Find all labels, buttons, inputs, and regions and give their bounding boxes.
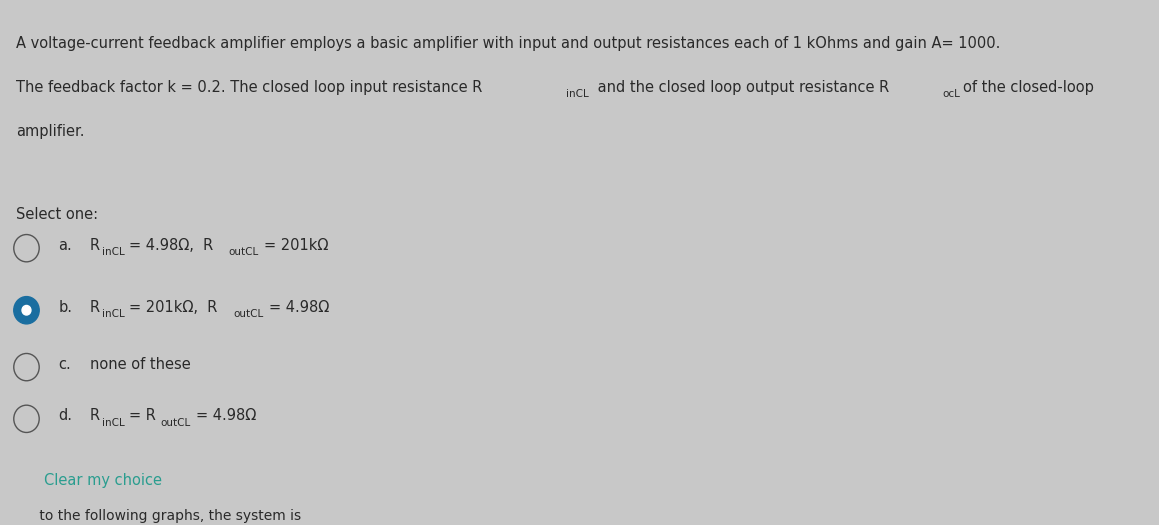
Text: A voltage-current feedback amplifier employs a basic amplifier with input and ou: A voltage-current feedback amplifier emp… [16, 36, 1000, 51]
Text: outCL: outCL [233, 309, 263, 319]
Text: = R: = R [129, 408, 155, 424]
Text: ocL: ocL [942, 89, 960, 99]
Ellipse shape [14, 297, 39, 324]
Text: to the following graphs, the system is: to the following graphs, the system is [0, 509, 301, 523]
Text: Clear my choice: Clear my choice [44, 473, 162, 488]
Text: outCL: outCL [160, 418, 191, 428]
Text: of the closed-loop: of the closed-loop [963, 80, 1094, 95]
Text: R: R [90, 300, 100, 315]
Text: inCL: inCL [102, 418, 125, 428]
Text: R: R [90, 238, 100, 253]
Text: a.: a. [58, 238, 72, 253]
Text: outCL: outCL [228, 247, 258, 257]
Text: = 4.98Ω: = 4.98Ω [269, 300, 329, 315]
Text: = 4.98Ω,  R: = 4.98Ω, R [129, 238, 213, 253]
Text: = 201kΩ,  R: = 201kΩ, R [129, 300, 217, 315]
Text: d.: d. [58, 408, 72, 424]
Text: The feedback factor k = 0.2. The closed loop input resistance R: The feedback factor k = 0.2. The closed … [16, 80, 482, 95]
Text: inCL: inCL [566, 89, 589, 99]
Text: inCL: inCL [102, 309, 125, 319]
Text: = 201kΩ: = 201kΩ [264, 238, 328, 253]
Text: and the closed loop output resistance R: and the closed loop output resistance R [592, 80, 889, 95]
Text: amplifier.: amplifier. [16, 124, 85, 139]
Text: = 4.98Ω: = 4.98Ω [196, 408, 256, 424]
Text: inCL: inCL [102, 247, 125, 257]
Text: Select one:: Select one: [16, 207, 99, 222]
Text: R: R [90, 408, 100, 424]
Text: b.: b. [58, 300, 72, 315]
Ellipse shape [22, 306, 31, 315]
Text: c.: c. [58, 357, 71, 372]
Text: none of these: none of these [90, 357, 191, 372]
